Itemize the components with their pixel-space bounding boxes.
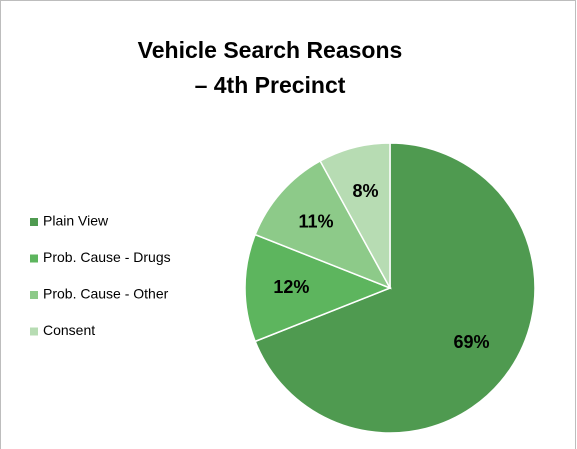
legend-swatch bbox=[30, 327, 38, 336]
data-label: 69% bbox=[454, 332, 490, 352]
legend-swatch bbox=[30, 218, 38, 226]
chart-title: Vehicle Search Reasons bbox=[138, 37, 403, 63]
pie-slice bbox=[319, 142, 391, 289]
legend-label: Prob. Cause - Other bbox=[43, 286, 169, 302]
data-label: 8% bbox=[352, 181, 378, 201]
legend-label: Plain View bbox=[43, 213, 109, 229]
pie-slice bbox=[254, 159, 392, 290]
pie-slice bbox=[244, 233, 393, 343]
legend-label: Consent bbox=[43, 322, 95, 338]
pie-slice bbox=[254, 142, 536, 434]
data-label: 11% bbox=[299, 212, 334, 232]
data-label: 12% bbox=[273, 277, 309, 297]
legend-swatch bbox=[30, 291, 38, 299]
legend-swatch bbox=[30, 254, 38, 263]
legend-label: Prob. Cause - Drugs bbox=[43, 249, 171, 265]
chart-title: – 4th Precinct bbox=[195, 72, 346, 98]
